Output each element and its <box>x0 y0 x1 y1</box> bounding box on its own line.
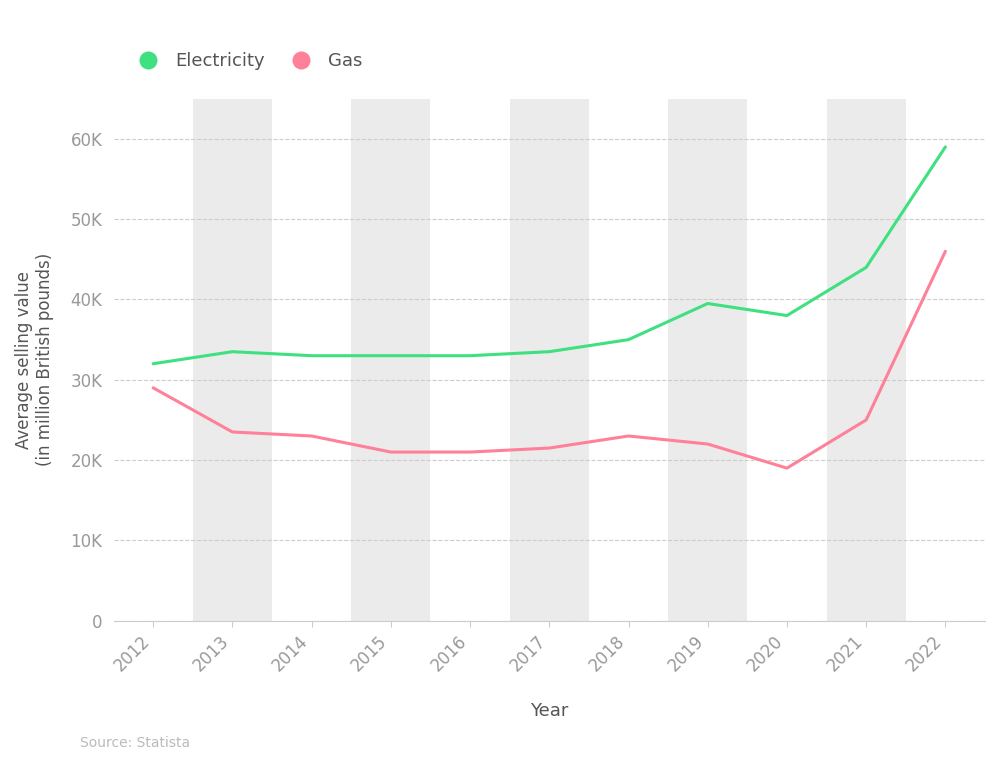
Bar <box>193 99 272 621</box>
Y-axis label: Average selling value
(in million British pounds): Average selling value (in million Britis… <box>15 253 54 466</box>
Bar <box>510 99 589 621</box>
Text: Source: Statista: Source: Statista <box>80 737 190 750</box>
Legend: Electricity, Gas: Electricity, Gas <box>123 45 369 77</box>
Bar <box>668 99 747 621</box>
X-axis label: Year: Year <box>530 702 568 720</box>
Bar <box>351 99 430 621</box>
Bar <box>827 99 906 621</box>
